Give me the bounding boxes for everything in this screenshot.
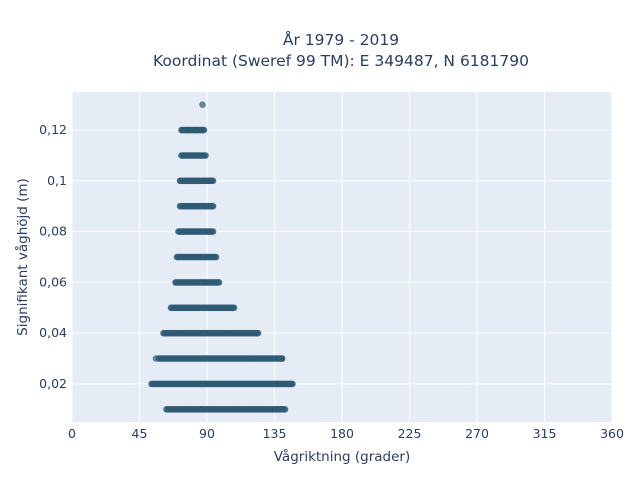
y-tick-label: 0,1	[47, 173, 67, 188]
chart-title-line-1: År 1979 - 2019	[283, 30, 399, 49]
data-point	[289, 380, 296, 388]
x-axis-title: Vågriktning (grader)	[274, 448, 411, 465]
x-tick-label: 180	[330, 426, 354, 441]
grid-lines	[71, 92, 613, 422]
chart-title-line-2: Koordinat (Sweref 99 TM): E 349487, N 61…	[153, 52, 529, 70]
data-point	[152, 355, 160, 362]
data-point	[185, 126, 193, 134]
data-point	[193, 126, 200, 134]
y-tick-label: 0,06	[39, 274, 67, 289]
x-tick-label: 225	[398, 426, 422, 441]
y-axis-ticks: 0,02 0,04 0,06 0,08 0,1 0,12	[39, 122, 67, 391]
x-tick-label: 45	[132, 426, 148, 441]
data-point	[209, 177, 217, 185]
data-point	[230, 304, 238, 312]
x-tick-label: 270	[465, 426, 489, 441]
y-tick-label: 0,02	[39, 376, 67, 391]
x-tick-label: 135	[263, 426, 287, 441]
data-point	[200, 126, 208, 134]
data-points	[148, 101, 296, 413]
x-axis-ticks: 0 45 90 135 180 225 270 315 360	[68, 426, 624, 441]
y-axis-title: Signifikant våghöjd (m)	[14, 178, 31, 336]
data-point	[281, 406, 289, 413]
data-point	[212, 253, 220, 261]
data-point	[209, 202, 217, 210]
data-point	[199, 101, 206, 108]
y-tick-label: 0,08	[39, 224, 67, 239]
x-tick-label: 90	[199, 426, 215, 441]
y-tick-label: 0,12	[39, 122, 67, 137]
data-point	[209, 228, 217, 235]
data-point	[215, 279, 223, 286]
x-tick-label: 360	[600, 426, 624, 441]
y-tick-label: 0,04	[39, 325, 67, 340]
x-tick-label: 0	[68, 426, 76, 441]
x-tick-label: 315	[533, 426, 557, 441]
data-point	[254, 329, 262, 337]
data-point	[202, 152, 209, 159]
data-point	[278, 355, 286, 362]
